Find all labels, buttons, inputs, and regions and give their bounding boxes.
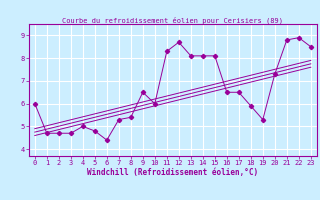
Title: Courbe du refroidissement éolien pour Cerisiers (89): Courbe du refroidissement éolien pour Ce… (62, 17, 283, 24)
X-axis label: Windchill (Refroidissement éolien,°C): Windchill (Refroidissement éolien,°C) (87, 168, 258, 177)
